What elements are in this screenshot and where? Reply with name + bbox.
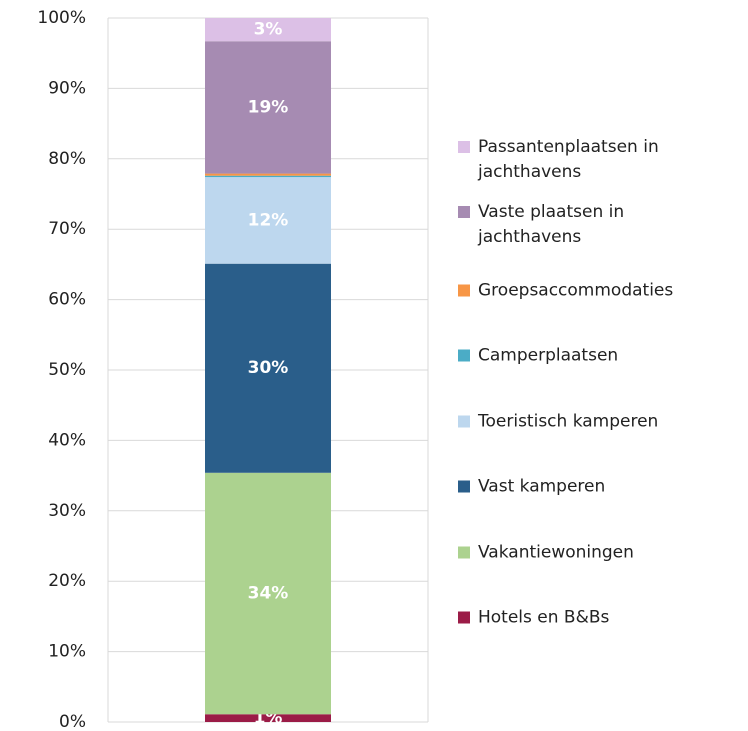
legend-item: Hotels en B&Bs xyxy=(458,606,609,631)
bar-segment xyxy=(205,175,331,178)
legend-label: Camperplaatsen xyxy=(478,345,619,366)
value-label: 34% xyxy=(248,584,289,604)
legend-swatch xyxy=(458,415,470,427)
bar-segment xyxy=(205,18,331,42)
y-tick-label: 60% xyxy=(48,290,86,310)
legend-swatch xyxy=(458,206,470,218)
y-tick-label: 70% xyxy=(48,219,86,239)
legend-item: Vast kamperen xyxy=(458,475,605,500)
y-tick-label: 40% xyxy=(48,430,86,450)
legend-label: Toeristisch kamperen xyxy=(478,411,659,431)
legend-label: Groepsaccommodaties xyxy=(478,280,674,300)
legend-swatch xyxy=(458,546,470,558)
y-tick-label: 10% xyxy=(48,642,86,662)
y-tick-label: 50% xyxy=(48,360,86,380)
legend-label: Vast kamperen xyxy=(478,476,606,497)
legend-label: Vakantiewoningen xyxy=(478,542,634,562)
bar-segment xyxy=(205,177,331,264)
bar-segment xyxy=(205,41,331,174)
legend-item: Camperplaatsen xyxy=(458,344,618,369)
value-label: 19% xyxy=(248,97,289,117)
legend-swatch xyxy=(458,611,470,624)
y-tick-label: 20% xyxy=(48,571,86,591)
value-label: 12% xyxy=(248,210,289,230)
legend-item: Groepsaccommodaties xyxy=(458,278,673,303)
bar-segment xyxy=(205,263,331,473)
y-tick-label: 0% xyxy=(59,712,86,731)
y-tick-label: 90% xyxy=(48,78,86,98)
y-tick-label: 30% xyxy=(48,501,86,521)
bar-segment xyxy=(205,173,331,176)
legend-label: Passantenplaatsen in jachthavens xyxy=(478,136,659,182)
y-tick-label: 80% xyxy=(48,149,86,169)
legend-item: Vakantiewoningen xyxy=(458,540,634,565)
legend-item: Vaste plaatsen in jachthavens xyxy=(458,200,728,250)
legend-label: Vaste plaatsen in jachthavens xyxy=(478,202,625,247)
legend-swatch xyxy=(458,480,470,493)
bar-segment xyxy=(205,472,331,715)
legend-swatch xyxy=(458,349,470,362)
value-label: 3% xyxy=(254,20,283,40)
legend-item: Toeristisch kamperen xyxy=(458,409,658,434)
legend-item: Passantenplaatsen in jachthavens xyxy=(458,135,728,185)
legend-swatch xyxy=(458,284,470,296)
bar-segment xyxy=(205,714,331,722)
y-tick-label: 100% xyxy=(37,8,86,28)
value-label: 30% xyxy=(248,358,289,378)
legend-label: Hotels en B&Bs xyxy=(478,607,610,628)
legend-swatch xyxy=(458,140,470,153)
